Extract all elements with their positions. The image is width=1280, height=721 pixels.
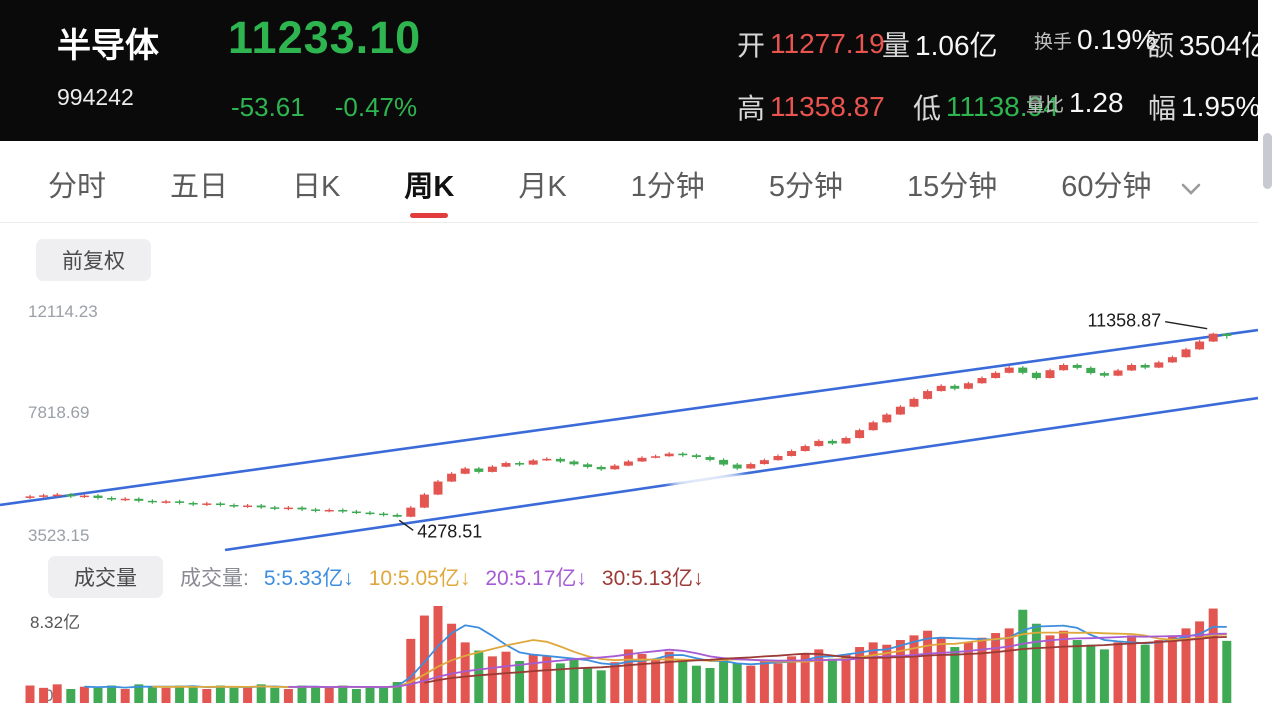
volume-chart[interactable] (0, 600, 1258, 710)
candles-group (25, 332, 1232, 518)
stat-volume-ratio: 量比 1.28 (1026, 87, 1124, 118)
volume-ma-item: 20:5.17亿↓ (485, 567, 587, 590)
stock-title: 半导体 (57, 27, 159, 65)
stat-low: 低 11138.94 (913, 91, 1059, 124)
price-change-row: -53.61 -0.47% (231, 92, 417, 123)
low-annotation: 4278.51 (417, 521, 482, 541)
tab-daily-k[interactable]: 日K (292, 171, 341, 203)
kline-chart[interactable]: 4278.51 11358.87 (0, 285, 1258, 558)
stat-high: 高 11358.87 (737, 91, 885, 124)
y-axis-label-bottom: 3523.15 (28, 526, 90, 545)
tab-1min[interactable]: 1分钟 (630, 171, 705, 203)
volume-axis-min-label: 0 (44, 686, 54, 705)
volume-axis-max-label: 8.32亿 (30, 613, 81, 632)
tab-15min[interactable]: 15分钟 (906, 171, 998, 203)
stat-open: 开 11277.19 (737, 28, 885, 61)
volume-indicator-button[interactable]: 成交量 (48, 556, 163, 598)
tab-5day[interactable]: 五日 (170, 171, 229, 203)
quote-header: 半导体 994242 11233.10 -53.61 -0.47% 开 1127… (0, 0, 1258, 141)
stat-volume: 量 1.06亿 (882, 30, 998, 61)
y-axis-label-mid: 7818.69 (28, 403, 90, 422)
y-axis-label-top: 12114.23 (28, 302, 98, 321)
tab-monthly-k[interactable]: 月K (518, 171, 567, 203)
price-change: -53.61 (231, 92, 305, 122)
volume-ma-item: 5:5.33亿↓ (263, 567, 354, 590)
volume-ma-item: 10:5.05亿↓ (368, 567, 471, 590)
volume-bars-group (25, 606, 1232, 703)
period-tab-bar: 分时 五日 日K 周K 月K 1分钟 5分钟 15分钟 60分钟 (0, 152, 1258, 216)
stat-turnover: 换手 0.19% (1034, 24, 1157, 55)
current-price: 11233.10 (228, 12, 422, 63)
high-annotation: 11358.87 (1087, 311, 1161, 331)
chevron-down-icon[interactable] (1181, 183, 1201, 196)
tab-weekly-k[interactable]: 周K (404, 163, 454, 205)
volume-ma-item: 30:5.13亿↓ (601, 567, 704, 590)
tab-5min[interactable]: 5分钟 (768, 171, 843, 203)
tab-timeshare[interactable]: 分时 (48, 171, 107, 203)
tab-60min[interactable]: 60分钟 (1061, 171, 1152, 203)
right-edge-strip (1258, 0, 1280, 721)
stat-amplitude: 幅 1.95% (1148, 91, 1258, 124)
stat-amount: 额 3504亿 (1146, 30, 1258, 61)
volume-ma-lines (84, 624, 1227, 689)
stock-code: 994242 (57, 84, 134, 110)
volume-legend: 成交量: 5:5.33亿↓ 10:5.05亿↓ 20:5.17亿↓ 30:5.1… (180, 562, 703, 592)
volume-legend-prefix: 成交量: (180, 567, 249, 590)
price-change-pct: -0.47% (334, 92, 418, 122)
blur-smudge (668, 470, 746, 490)
scrollbar-thumb[interactable] (1263, 133, 1272, 189)
trend-channel (0, 328, 1258, 552)
adjust-mode-button[interactable]: 前复权 (36, 239, 151, 281)
tabbar-divider (0, 222, 1280, 223)
